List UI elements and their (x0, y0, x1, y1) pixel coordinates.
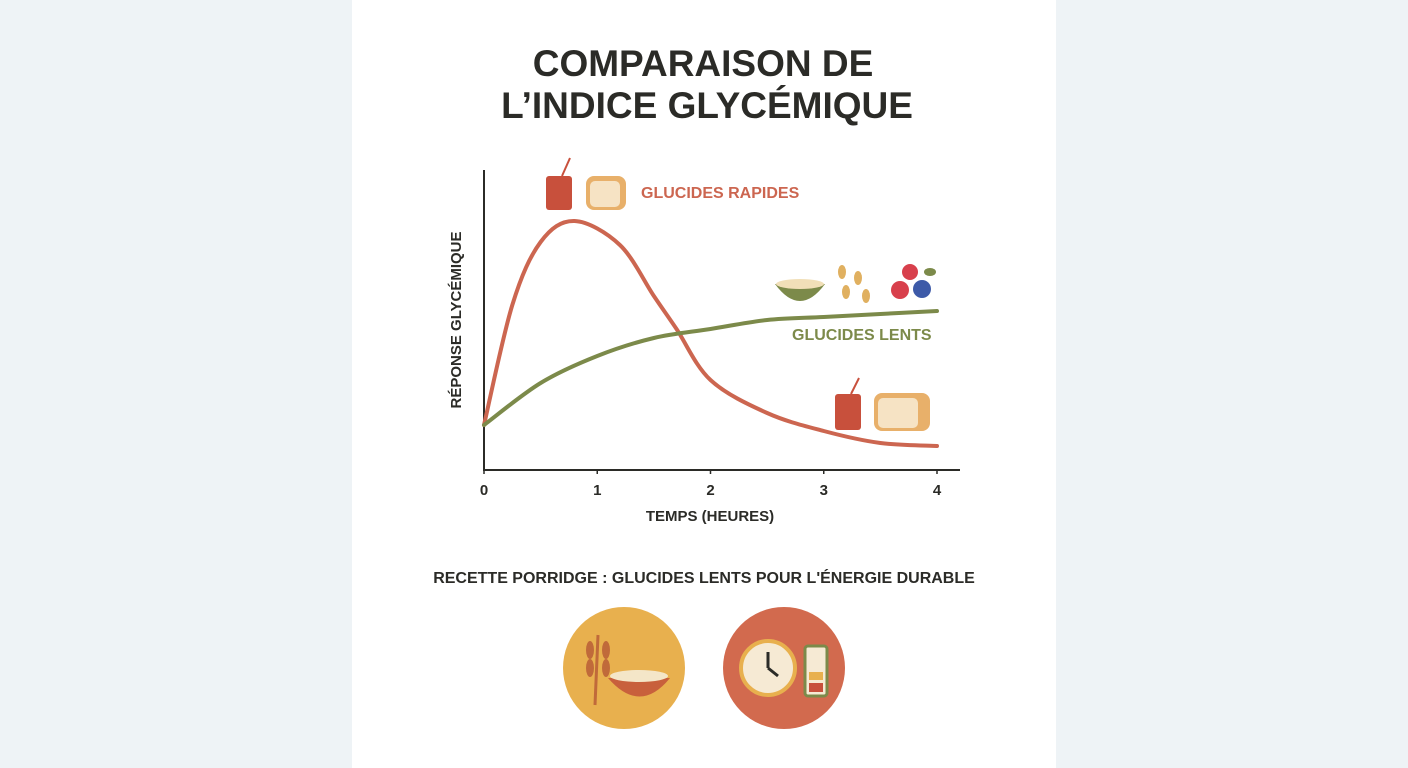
slow-carb-icons (775, 264, 936, 303)
x-tick-label: 0 (480, 482, 488, 499)
x-tick-label: 1 (593, 482, 601, 499)
fast-carb-icons (546, 157, 930, 431)
series-label: GLUCIDES RAPIDES (641, 185, 800, 202)
x-tick-label: 3 (820, 482, 828, 499)
x-tick-label: 2 (706, 482, 714, 499)
panel (352, 0, 1056, 768)
porridge-icon (563, 607, 685, 729)
annotation: RECETTE PORRIDGE : GLUCIDES LENTS POUR L… (433, 568, 975, 587)
x-axis-label: TEMPS (HEURES) (646, 508, 774, 525)
series-label: GLUCIDES LENTS (792, 327, 932, 344)
y-axis-label: RÉPONSE GLYCÉMIQUE (448, 232, 465, 409)
series-line (482, 218, 939, 448)
x-tick-label: 4 (933, 482, 942, 499)
energy-icon (723, 607, 845, 729)
chart-title: L’INDICE GLYCÉMIQUE (501, 85, 913, 126)
chart-title: COMPARAISON DE (533, 43, 874, 84)
series-line (482, 309, 939, 427)
